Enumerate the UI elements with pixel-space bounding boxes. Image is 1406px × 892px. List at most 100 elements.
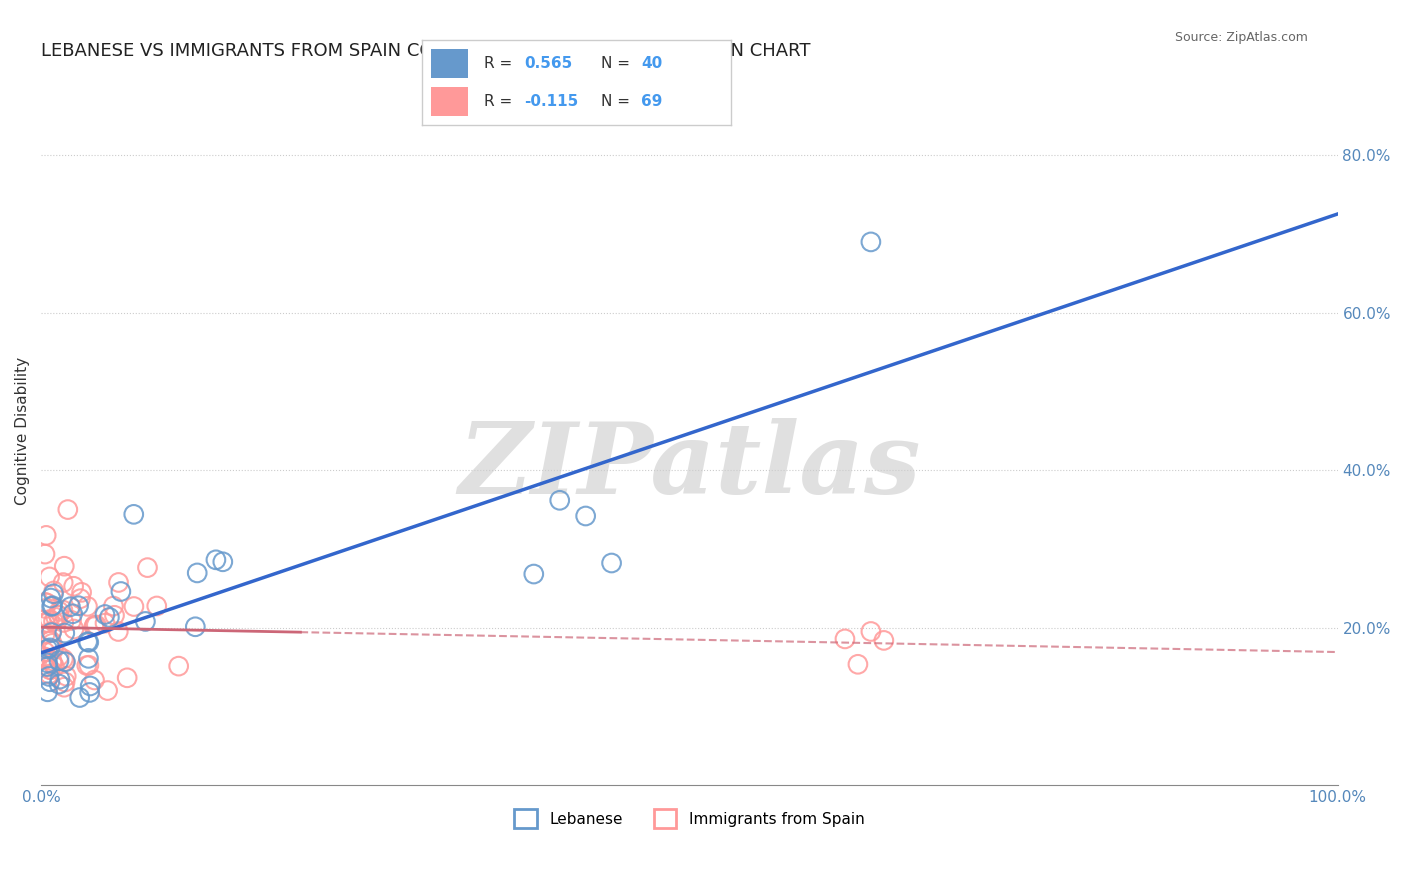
Point: [39, 591, 62, 605]
Point: [186, 566, 208, 580]
Point: [48, 649, 70, 664]
Point: [167, 659, 190, 673]
Point: [76, 599, 98, 614]
Point: [34, 601, 56, 615]
Point: [37, 685, 59, 699]
Point: [53, 680, 76, 694]
Point: [37, 656, 59, 670]
Point: [859, 235, 882, 249]
Point: [67, 599, 90, 613]
Text: N =: N =: [602, 94, 636, 109]
Point: [59, 599, 82, 614]
Point: [134, 615, 156, 629]
Point: [548, 493, 571, 508]
Point: [34, 627, 56, 641]
Point: [107, 575, 129, 590]
Point: [34, 645, 56, 659]
Point: [53, 654, 76, 668]
Point: [42, 583, 65, 598]
Point: [41, 654, 63, 668]
Point: [60, 614, 83, 628]
Point: [63, 622, 86, 636]
Point: [211, 555, 233, 569]
Point: [77, 635, 100, 649]
Point: [39, 663, 62, 677]
Text: ZIPatlas: ZIPatlas: [458, 418, 921, 515]
Point: [873, 633, 896, 648]
Point: [69, 591, 91, 606]
Point: [98, 610, 121, 624]
Point: [77, 658, 100, 673]
Point: [45, 610, 67, 624]
Point: [41, 599, 63, 614]
Point: [77, 651, 100, 665]
Point: [69, 690, 91, 705]
Point: [34, 615, 56, 630]
Point: [52, 652, 75, 666]
Point: [48, 654, 70, 668]
Point: [94, 616, 117, 631]
Point: [600, 556, 623, 570]
Point: [103, 599, 125, 613]
Bar: [432, 49, 468, 78]
Point: [83, 673, 105, 687]
Point: [37, 615, 59, 630]
Point: [107, 624, 129, 639]
Point: [41, 625, 63, 640]
Point: [42, 615, 65, 629]
Legend: Lebanese, Immigrants from Spain: Lebanese, Immigrants from Spain: [508, 804, 870, 834]
Point: [76, 658, 98, 673]
Point: [49, 672, 72, 686]
Point: [846, 657, 869, 672]
Point: [55, 655, 77, 669]
Point: [35, 596, 58, 610]
Point: [48, 608, 70, 623]
Text: N =: N =: [602, 55, 636, 70]
Point: [110, 584, 132, 599]
Point: [38, 570, 60, 584]
Point: [83, 618, 105, 632]
Text: R =: R =: [484, 94, 517, 109]
Point: [42, 642, 65, 657]
Point: [136, 560, 159, 574]
Point: [70, 585, 93, 599]
Point: [41, 599, 63, 613]
Point: [39, 663, 62, 677]
Point: [94, 607, 117, 622]
Point: [34, 650, 56, 665]
Point: [39, 634, 62, 648]
Bar: [432, 87, 468, 116]
Point: [523, 567, 546, 582]
Point: [55, 669, 77, 683]
Point: [53, 559, 76, 574]
Point: [41, 624, 63, 639]
Point: [205, 553, 228, 567]
Point: [62, 607, 84, 621]
Point: [37, 659, 59, 673]
Point: [83, 620, 105, 634]
Point: [34, 660, 56, 674]
Point: [44, 659, 66, 673]
Point: [56, 502, 79, 516]
Text: 69: 69: [641, 94, 662, 109]
Point: [52, 575, 75, 590]
Point: [48, 604, 70, 618]
Point: [79, 679, 101, 693]
Point: [38, 640, 60, 655]
Point: [97, 683, 120, 698]
Point: [34, 595, 56, 609]
Point: [145, 599, 167, 613]
Point: [34, 652, 56, 666]
Point: [38, 667, 60, 681]
Point: [41, 636, 63, 650]
Point: [575, 508, 598, 523]
Point: [184, 620, 207, 634]
Point: [46, 608, 69, 623]
Text: 40: 40: [641, 55, 662, 70]
Point: [48, 677, 70, 691]
Point: [53, 675, 76, 690]
Point: [103, 608, 125, 623]
Text: 0.565: 0.565: [524, 55, 572, 70]
Point: [37, 642, 59, 657]
Point: [53, 626, 76, 640]
